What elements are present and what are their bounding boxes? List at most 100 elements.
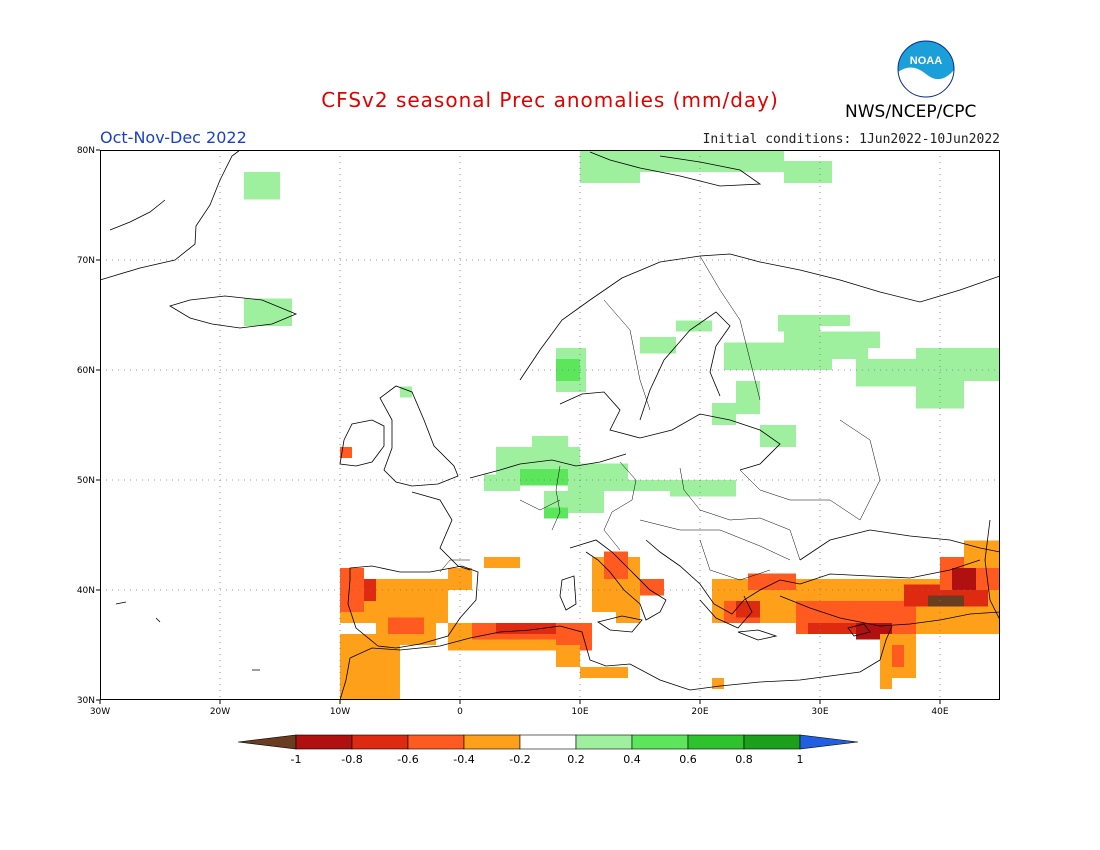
anomaly-cell <box>244 298 292 326</box>
balkan-coast <box>645 539 801 615</box>
italy-coast <box>569 539 667 621</box>
anomaly-cell <box>928 595 964 607</box>
sardinia-coast <box>559 575 577 611</box>
colorbar-label: -0.6 <box>397 753 418 766</box>
colorbar-segment <box>463 734 521 750</box>
colorbar-label: 0.8 <box>735 753 753 766</box>
colorbar-segment <box>743 734 801 750</box>
iberia-coast <box>347 565 479 649</box>
africa-north-coast <box>349 625 881 691</box>
lon-label: 30W <box>90 707 110 717</box>
anomaly-cell <box>484 557 520 568</box>
noaa-logo-text: NOAA <box>910 55 942 67</box>
anomaly-cell <box>736 381 760 414</box>
colorbar-label: 0.6 <box>679 753 697 766</box>
anomaly-cell <box>244 172 280 200</box>
coastlines <box>100 150 1000 700</box>
continent-coast <box>469 453 627 479</box>
lat-label: 70N <box>77 256 95 266</box>
anomaly-cell <box>760 425 796 447</box>
colorbar-max-arrow <box>799 734 859 750</box>
anomaly-cell <box>778 315 820 332</box>
anomaly-cell <box>748 573 796 590</box>
anomaly-cell <box>340 447 352 458</box>
colorbar-segment <box>519 734 577 750</box>
anomaly-cell <box>676 320 712 332</box>
britain-coast <box>379 385 459 487</box>
initial-conditions: Initial conditions: 1Jun2022-10Jun2022 <box>702 132 1000 147</box>
lon-label: 0 <box>457 707 463 717</box>
country-borders <box>439 255 881 581</box>
anomaly-cell <box>496 623 556 634</box>
colorbar-label: 0.2 <box>567 753 585 766</box>
lon-label: 20E <box>691 707 708 717</box>
forecast-period: Oct-Nov-Dec 2022 <box>100 128 247 147</box>
caspian-coast <box>984 519 1000 621</box>
black-sea-coast <box>799 529 1000 561</box>
black-sea-south <box>799 559 981 585</box>
greenland-east-coast <box>109 199 166 231</box>
colorbar-segment <box>687 734 745 750</box>
anomaly-cell <box>784 161 832 183</box>
anomaly-cell <box>808 623 892 634</box>
lat-label: 80N <box>77 146 95 156</box>
anomaly-cell <box>556 645 580 667</box>
colorbar-segment <box>575 734 633 750</box>
anomaly-cell <box>640 150 784 172</box>
colorbar-min-arrow <box>237 734 297 750</box>
anomaly-cell <box>388 617 424 634</box>
anomaly-cell <box>820 315 850 326</box>
anomaly-cell <box>640 579 664 596</box>
noaa-logo-icon: NOAA <box>897 40 955 98</box>
map-area <box>100 150 1000 700</box>
anomaly-cell <box>520 469 568 486</box>
colorbar-label: -1 <box>291 753 302 766</box>
sicily-coast <box>597 615 643 633</box>
scandinavia-coast <box>519 253 1000 381</box>
anomaly-cell <box>568 463 628 491</box>
lon-label: 10E <box>571 707 588 717</box>
anomaly-cell <box>580 667 628 678</box>
chart-title: CFSv2 seasonal Prec anomalies (mm/day) <box>321 88 779 112</box>
colorbar-segment <box>295 734 353 750</box>
anomaly-cell <box>340 634 400 700</box>
lat-label: 60N <box>77 366 95 376</box>
colorbar-segment <box>407 734 465 750</box>
cyprus-coast <box>847 623 871 637</box>
anomaly-cell <box>736 601 760 618</box>
graticule <box>100 150 1000 700</box>
baltic-coast <box>559 391 781 471</box>
turkey-coast <box>779 595 1000 627</box>
anomaly-cell <box>892 645 904 667</box>
lon-label: 10W <box>330 707 350 717</box>
iceland-coast <box>169 295 298 329</box>
anomaly-cell <box>532 436 568 469</box>
anomaly-cell <box>952 568 976 590</box>
colorbar-label: -0.2 <box>509 753 530 766</box>
bothnia-coast <box>639 311 731 421</box>
colorbar: -1 -0.8 -0.6 -0.4 -0.2 0.2 0.4 0.6 0.8 1 <box>237 734 859 766</box>
anomaly-cell <box>712 678 724 689</box>
anomaly-cell <box>670 480 736 497</box>
anomaly-cell <box>400 386 412 398</box>
anomaly-cell <box>712 403 736 425</box>
lon-label: 20W <box>210 707 230 717</box>
greenland-coast <box>100 150 241 281</box>
colorbar-segment <box>631 734 689 750</box>
anomaly-cell <box>640 337 676 354</box>
anomaly-cell <box>916 348 1000 381</box>
svalbard-coast <box>589 151 762 187</box>
africa-west-coast <box>339 657 351 700</box>
azores-islets <box>115 601 260 671</box>
anomaly-cell <box>724 342 832 370</box>
lat-label: 50N <box>77 476 95 486</box>
colorbar-label: -0.8 <box>341 753 362 766</box>
colorbar-label: -0.4 <box>453 753 474 766</box>
colorbar-label: 0.4 <box>623 753 641 766</box>
anomaly-layer <box>244 150 1000 700</box>
colorbar-segment <box>351 734 409 750</box>
lat-label: 30N <box>77 696 95 706</box>
anomaly-cell <box>820 348 868 359</box>
